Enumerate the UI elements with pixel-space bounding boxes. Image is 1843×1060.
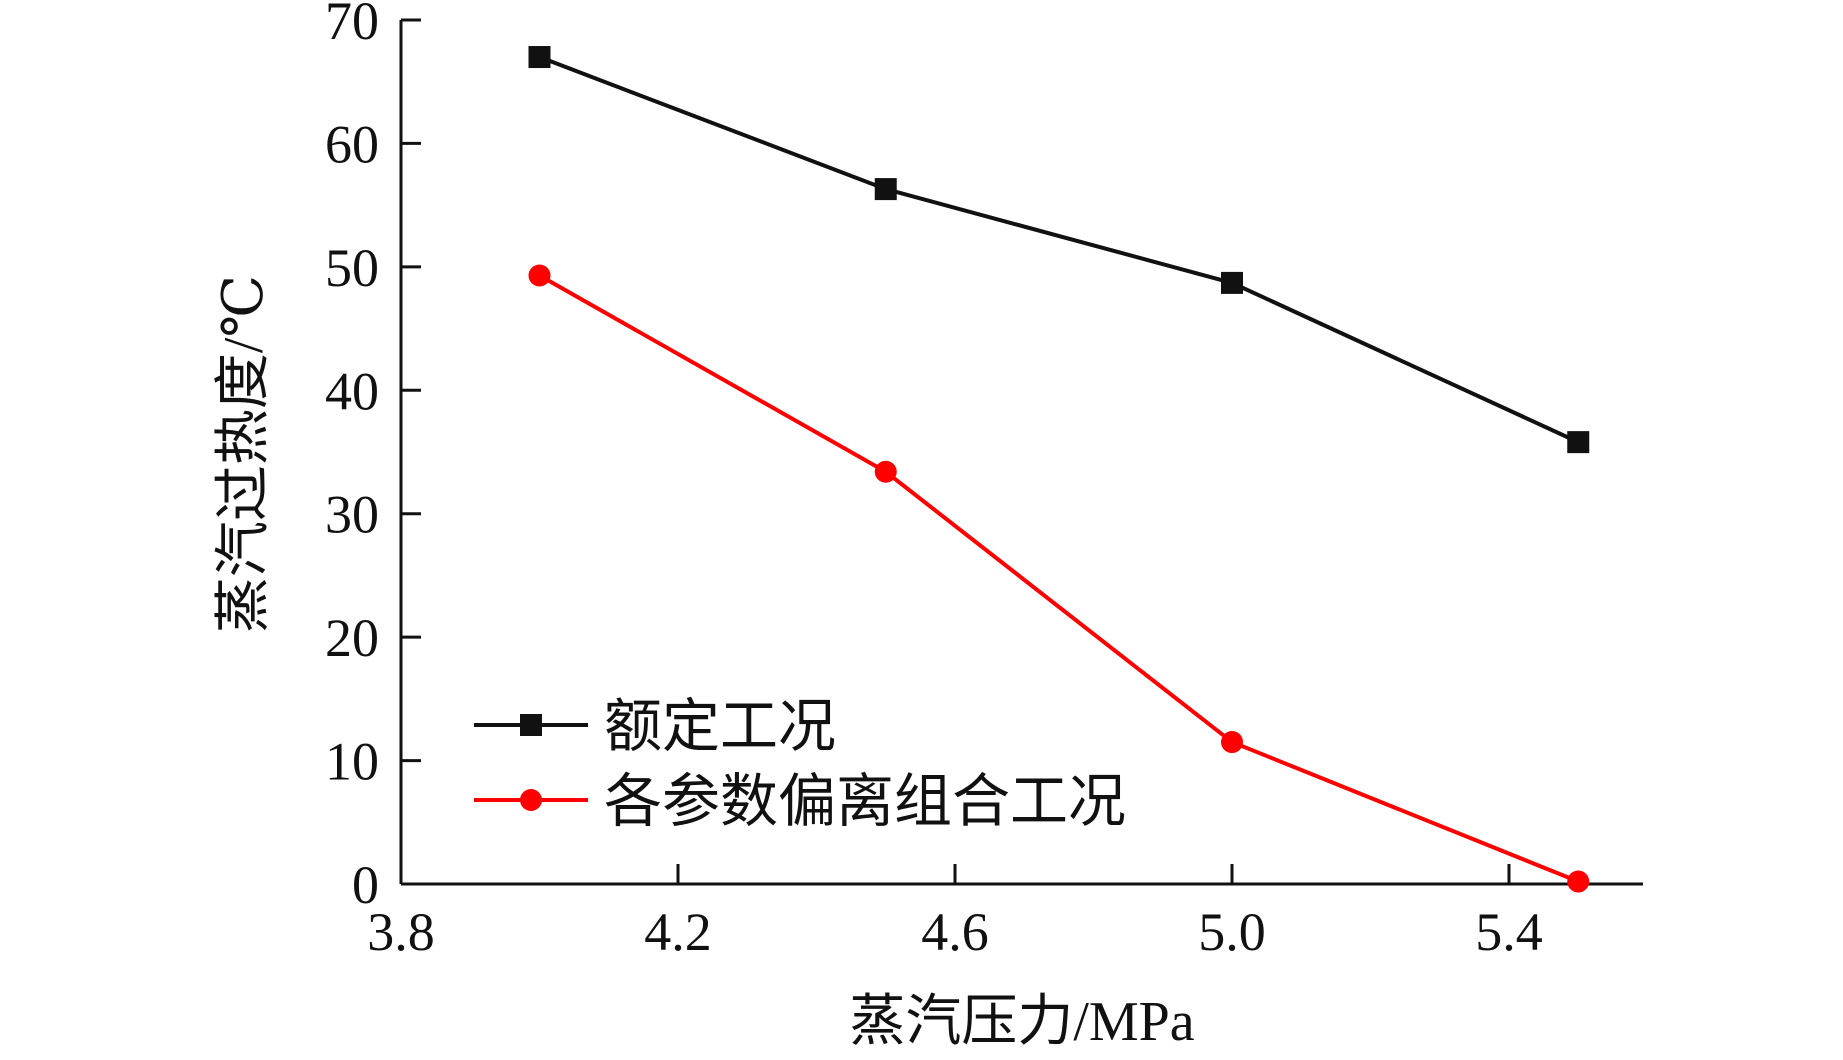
data-point-circle <box>528 264 551 287</box>
data-series <box>528 46 1590 893</box>
x-axis-title: 蒸汽压力/MPa <box>849 991 1194 1053</box>
y-tick-label: 20 <box>325 608 379 668</box>
x-tick-label: 3.8 <box>367 902 435 962</box>
x-tick-label: 5.0 <box>1198 902 1266 962</box>
x-tick-label: 5.4 <box>1475 902 1543 962</box>
legend-marker-square <box>520 714 542 736</box>
data-point-square <box>874 178 897 201</box>
data-point-square <box>528 46 551 69</box>
y-tick-label: 10 <box>325 732 379 792</box>
y-axis-title: 蒸汽过热度/℃ <box>213 275 275 633</box>
series-2 <box>528 264 1590 893</box>
data-point-square <box>1221 271 1243 294</box>
legend-label: 各参数偏离组合工况 <box>604 769 1126 834</box>
x-tick-label: 4.6 <box>921 902 989 962</box>
legend-item-2: 各参数偏离组合工况 <box>474 769 1126 834</box>
y-tick-label: 30 <box>325 485 379 545</box>
series-1 <box>528 46 1590 454</box>
axis-ticks: 0 10 20 30 40 50 60 70 3.8 4.2 4.6 5.0 5.4 <box>325 0 1543 962</box>
axes <box>399 20 1643 886</box>
data-point-square <box>1567 431 1590 454</box>
data-point-circle <box>874 460 897 483</box>
y-tick-label: 50 <box>325 238 379 298</box>
y-tick-label: 40 <box>325 361 379 421</box>
data-point-circle <box>1221 731 1243 754</box>
legend-label: 额定工况 <box>604 694 836 759</box>
legend-item-1: 额定工况 <box>474 694 836 759</box>
series-line <box>538 273 1579 884</box>
data-point-circle <box>1567 870 1590 893</box>
y-tick-label: 0 <box>352 855 379 915</box>
series-line <box>538 55 1580 444</box>
x-tick-label: 4.2 <box>644 902 712 962</box>
legend-marker-circle <box>520 789 542 811</box>
y-tick-label: 70 <box>325 0 379 51</box>
y-tick-label: 60 <box>325 114 379 174</box>
